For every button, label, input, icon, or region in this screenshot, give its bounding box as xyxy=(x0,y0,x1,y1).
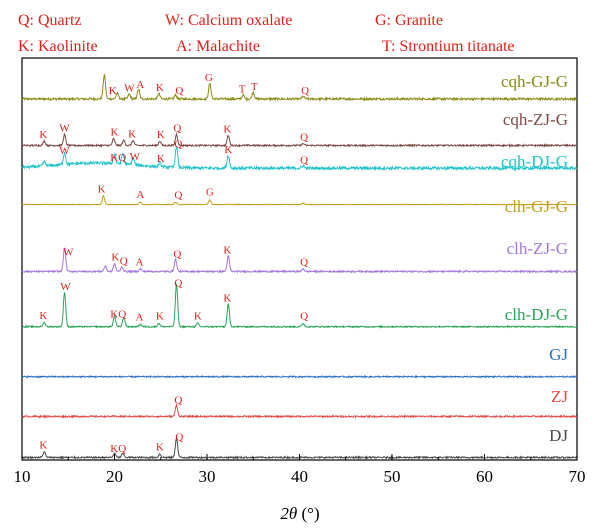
x-axis-title-unit: (°) xyxy=(297,504,319,523)
phase-marker-clh-dj-g-6: K xyxy=(194,311,202,323)
series-label-zj: ZJ xyxy=(551,387,568,406)
phase-marker-cqh-zj-g-5: Q xyxy=(173,122,181,134)
phase-marker-clh-dj-g-2: KQ xyxy=(110,309,126,321)
series-label-cqh-zj-g: cqh-ZJ-G xyxy=(503,110,568,129)
phase-marker-clh-gj-g-3: G xyxy=(206,186,214,198)
phase-marker-cqh-gj-g-0: K xyxy=(109,85,117,97)
series-line-zj xyxy=(21,403,578,419)
series-line-clh-zj-g xyxy=(21,247,578,274)
phase-marker-clh-dj-g-3: A xyxy=(136,312,144,324)
series-label-cqh-gj-g: cqh-GJ-G xyxy=(501,72,568,91)
phase-marker-cqh-zj-g-7: Q xyxy=(300,131,308,143)
phase-marker-clh-gj-g-2: Q xyxy=(174,190,182,202)
phase-marker-dj-2: K xyxy=(156,442,164,454)
series-label-cqh-dj-g: cqh-DJ-G xyxy=(501,152,568,171)
x-axis: 10 20 30 40 50 60 70 xyxy=(14,454,586,486)
phase-marker-clh-dj-g-5: Q xyxy=(174,277,182,289)
series-line-cqh-zj-g xyxy=(21,132,578,148)
phase-marker-clh-zj-g-5: K xyxy=(223,245,231,257)
legend-item-granite: G: Granite xyxy=(375,12,443,29)
x-tick-label-10: 10 xyxy=(14,467,31,486)
phase-marker-zj-0: Q xyxy=(174,395,182,407)
phase-marker-clh-zj-g-1: K xyxy=(111,252,119,264)
x-axis-title: 2θ (°) xyxy=(280,504,319,523)
x-tick-label-60: 60 xyxy=(476,467,493,486)
phase-marker-cqh-zj-g-1: W xyxy=(59,122,70,134)
phase-marker-cqh-gj-g-2: A xyxy=(136,79,144,91)
phase-marker-cqh-gj-g-1: W xyxy=(124,82,135,94)
phase-marker-clh-gj-g-0: K xyxy=(98,184,106,196)
phase-marker-clh-zj-g-3: A xyxy=(136,257,144,269)
legend-item-strontium-titanate: T: Strontium titanate xyxy=(382,38,515,55)
phase-marker-cqh-dj-g-2: W xyxy=(130,151,141,163)
series-label-clh-zj-g: clh-ZJ-G xyxy=(507,239,568,258)
phase-marker-cqh-zj-g-3: K xyxy=(128,129,136,141)
phase-marker-cqh-gj-g-6: T xyxy=(239,83,246,95)
phase-marker-cqh-gj-g-7: T xyxy=(251,81,258,93)
phase-marker-cqh-zj-g-0: K xyxy=(39,129,47,141)
phase-marker-cqh-gj-g-4: Q xyxy=(175,85,183,97)
phase-marker-cqh-dj-g-0: W xyxy=(59,145,70,157)
series-line-clh-dj-g xyxy=(21,283,578,329)
phase-marker-cqh-zj-g-4: K xyxy=(157,129,165,141)
x-tick-label-40: 40 xyxy=(291,467,308,486)
series-line-cqh-gj-g xyxy=(21,73,578,102)
phase-marker-dj-1: KQ xyxy=(110,443,126,455)
phase-marker-dj-0: K xyxy=(39,440,47,452)
phase-marker-clh-dj-g-1: W xyxy=(60,281,71,293)
phase-marker-cqh-dj-g-5: K xyxy=(224,144,232,156)
series-line-cqh-dj-g xyxy=(21,145,578,172)
legend-item-calcium-oxalate: W: Calcium oxalate xyxy=(165,12,292,29)
series-label-dj: DJ xyxy=(549,426,568,445)
phase-marker-cqh-dj-g-1: KQ xyxy=(110,152,126,164)
phase-marker-cqh-gj-g-5: G xyxy=(205,72,213,84)
phase-marker-cqh-gj-g-3: K xyxy=(156,82,164,94)
series-line-clh-gj-g xyxy=(21,194,578,206)
phase-marker-clh-dj-g-8: Q xyxy=(300,311,308,323)
phase-marker-clh-zj-g-2: Q xyxy=(120,255,128,267)
phase-marker-cqh-dj-g-6: Q xyxy=(300,155,308,167)
phase-marker-cqh-dj-g-4: Q xyxy=(174,139,182,151)
legend-item-kaolinite: K: Kaolinite xyxy=(18,38,98,55)
phase-marker-cqh-zj-g-2: K xyxy=(111,126,119,138)
phase-marker-clh-zj-g-4: Q xyxy=(173,249,181,261)
series-line-gj xyxy=(21,374,578,379)
phase-marker-clh-zj-g-6: Q xyxy=(300,257,308,269)
x-axis-title-symbol: 2θ xyxy=(280,504,297,523)
phase-marker-clh-zj-g-0: W xyxy=(63,247,74,259)
x-tick-label-20: 20 xyxy=(106,467,123,486)
series-label-layer: cqh-GJ-G cqh-ZJ-G cqh-DJ-G clh-GJ-G clh-ZJ-G… xyxy=(501,72,568,445)
x-tick-label-70: 70 xyxy=(569,467,586,486)
phase-marker-clh-dj-g-0: K xyxy=(39,310,47,322)
phase-marker-clh-dj-g-4: K xyxy=(156,311,164,323)
phase-marker-dj-3: Q xyxy=(175,432,183,444)
x-tick-label-30: 30 xyxy=(199,467,216,486)
x-tick-label-50: 50 xyxy=(384,467,401,486)
series-label-clh-dj-g: clh-DJ-G xyxy=(505,305,568,324)
legend-item-quartz: Q: Quartz xyxy=(18,12,82,29)
phase-marker-clh-dj-g-7: K xyxy=(223,293,231,305)
legend-item-malachite: A: Malachite xyxy=(176,38,260,55)
phase-marker-clh-gj-g-1: A xyxy=(136,189,144,201)
series-label-clh-gj-g: clh-GJ-G xyxy=(505,197,568,216)
legend: Q: Quartz W: Calcium oxalate G: Granite … xyxy=(18,12,515,55)
series-label-gj: GJ xyxy=(549,345,568,364)
phase-marker-cqh-gj-g-8: Q xyxy=(301,85,309,97)
phase-marker-cqh-dj-g-3: K xyxy=(157,153,165,165)
phase-marker-cqh-zj-g-6: K xyxy=(223,124,231,136)
